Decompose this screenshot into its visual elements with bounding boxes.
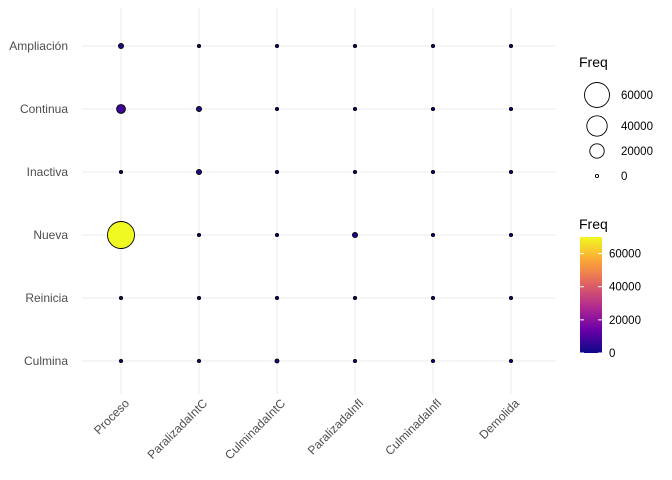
point-nueva-proceso — [107, 221, 135, 249]
point-culmina-demolida — [508, 358, 514, 364]
point-nueva-demolida — [508, 232, 514, 238]
point-culmina-paralizadaintc — [196, 358, 202, 364]
point-nueva-paralizadaintc — [196, 232, 202, 238]
y-tick-label-continua: Continua — [20, 102, 68, 116]
point-reinicia-proceso — [118, 295, 124, 301]
color-legend-label-60000: 60000 — [609, 249, 641, 261]
size-legend-key-20000 — [589, 143, 605, 159]
size-legend-key-40000 — [586, 115, 608, 137]
color-legend-label-40000: 40000 — [609, 282, 641, 294]
size-legend-label-60000: 60000 — [621, 90, 653, 102]
point-continua-paralizadainfl — [352, 106, 358, 112]
point-continua-demolida — [508, 106, 514, 112]
size-legend-key-0 — [594, 173, 600, 179]
color-legend-label-20000: 20000 — [609, 315, 641, 327]
point-ampliacion-demolida — [508, 43, 514, 49]
point-reinicia-demolida — [508, 295, 514, 301]
point-inactiva-paralizadainfl — [352, 169, 358, 175]
y-axis-tick-labels: Ampliación Continua Inactiva Nueva Reinicia C… — [9, 39, 68, 368]
point-nueva-culminadaintc — [274, 232, 280, 238]
point-culmina-proceso — [118, 358, 124, 364]
x-tick-label-paralizadainfl: ParalizadaInfl — [305, 396, 366, 457]
point-inactiva-culminadainfl — [430, 169, 436, 175]
point-reinicia-paralizadaintc — [196, 295, 202, 301]
point-culmina-culminadaintc — [274, 358, 280, 364]
point-reinicia-paralizadainfl — [352, 295, 358, 301]
point-culmina-culminadainfl — [430, 358, 436, 364]
size-legend-label-20000: 20000 — [621, 146, 653, 158]
point-inactiva-paralizadaintc — [195, 168, 202, 175]
point-ampliacion-proceso — [117, 43, 124, 50]
point-nueva-paralizadainfl — [352, 231, 359, 238]
y-tick-label-reinicia: Reinicia — [25, 291, 68, 305]
gridlines — [82, 8, 556, 394]
y-tick-label-ampliacion: Ampliación — [9, 39, 68, 53]
size-legend-label-0: 0 — [621, 171, 627, 183]
point-reinicia-culminadaintc — [274, 295, 280, 301]
x-tick-label-paralizadaintc: ParalizadaIntC — [145, 396, 211, 462]
y-tick-label-inactiva: Inactiva — [27, 165, 69, 179]
point-ampliacion-culminadainfl — [430, 43, 436, 49]
data-points — [107, 43, 514, 364]
color-legend-label-0: 0 — [609, 348, 615, 360]
size-legend-key-60000 — [584, 82, 610, 108]
size-legend: Freq 60000 40000 20000 0 — [579, 54, 653, 183]
size-legend-label-40000: 40000 — [621, 121, 653, 133]
x-tick-label-culminadainfl: CulminadaInfl — [382, 396, 444, 458]
point-inactiva-culminadaintc — [274, 169, 280, 175]
x-axis-tick-labels: Proceso ParalizadaIntC CulminadaIntC Parali… — [91, 396, 522, 462]
point-continua-proceso — [116, 104, 126, 114]
point-ampliacion-culminadaintc — [274, 43, 280, 49]
color-legend: Freq 60000 40000 20000 0 — [579, 216, 641, 360]
x-tick-label-proceso: Proceso — [91, 396, 132, 437]
y-tick-label-culmina: Culmina — [24, 354, 68, 368]
point-inactiva-proceso — [118, 169, 124, 175]
colorbar — [580, 237, 602, 353]
y-tick-label-nueva: Nueva — [33, 228, 68, 242]
point-nueva-culminadainfl — [430, 232, 436, 238]
color-legend-title: Freq — [579, 216, 608, 232]
x-tick-label-demolida: Demolida — [476, 396, 522, 442]
x-tick-label-culminadaintc: CulminadaIntC — [222, 396, 288, 462]
point-continua-culminadaintc — [274, 106, 280, 112]
point-ampliacion-paralizadainfl — [352, 43, 358, 49]
point-ampliacion-paralizadaintc — [196, 43, 202, 49]
point-culmina-paralizadainfl — [352, 358, 358, 364]
point-reinicia-culminadainfl — [430, 295, 436, 301]
point-inactiva-demolida — [508, 169, 514, 175]
point-continua-culminadainfl — [430, 106, 436, 112]
point-continua-paralizadaintc — [195, 105, 202, 112]
size-legend-title: Freq — [579, 54, 608, 70]
